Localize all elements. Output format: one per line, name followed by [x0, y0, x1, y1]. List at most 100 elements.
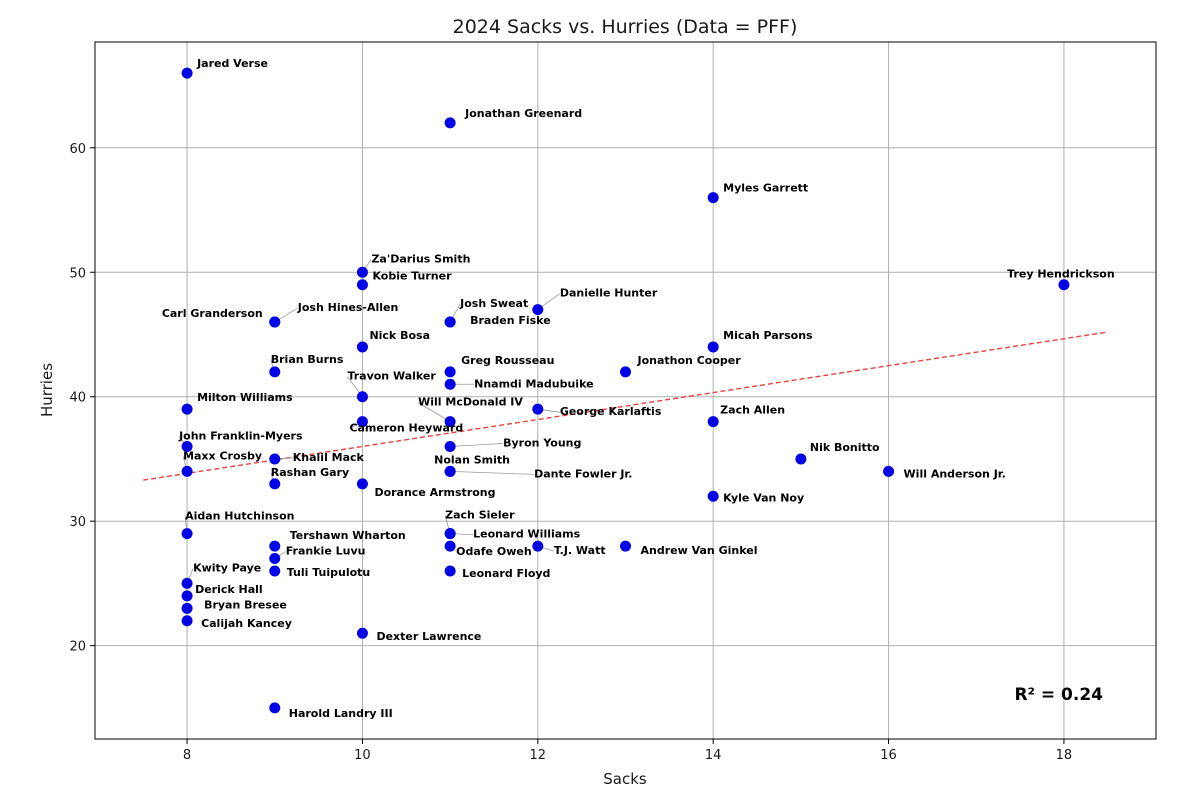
point-label: Khalil Mack [293, 451, 365, 464]
point-label: Nik Bonitto [810, 441, 880, 454]
point-label: Jonathon Cooper [637, 354, 742, 367]
point-label: Kyle Van Noy [723, 491, 804, 504]
x-tick-label: 12 [530, 748, 547, 763]
data-point [269, 316, 281, 328]
axis-ticks: 8 10 12 14 16 18 20 30 40 50 60 [69, 142, 1072, 763]
point-label: Josh Sweat [459, 297, 528, 310]
data-point [444, 441, 456, 453]
data-point [444, 117, 456, 129]
y-axis-label: Hurries [38, 363, 56, 417]
data-point [444, 316, 456, 328]
point-label: Byron Young [503, 437, 581, 450]
point-label: Braden Fiske [470, 314, 551, 327]
data-point [532, 304, 544, 316]
point-label: Micah Parsons [723, 329, 813, 342]
point-label: T.J. Watt [554, 544, 606, 557]
data-point [269, 366, 281, 378]
y-tick-label: 30 [69, 515, 86, 530]
data-point [181, 528, 193, 540]
x-tick-label: 14 [705, 748, 722, 763]
data-point [356, 391, 368, 403]
x-tick-label: 8 [183, 748, 191, 763]
point-label: Tuli Tuipulotu [287, 566, 371, 579]
r-squared-annotation: R² = 0.24 [1014, 685, 1103, 705]
point-label: Trey Hendrickson [1007, 268, 1115, 281]
point-label: Harold Landry III [289, 707, 393, 720]
point-label: Za'Darius Smith [371, 252, 470, 265]
data-point [181, 465, 193, 477]
point-label: Brian Burns [271, 353, 344, 366]
point-label: Myles Garrett [723, 182, 808, 195]
data-point [620, 366, 631, 378]
data-point [181, 67, 193, 79]
data-point [181, 441, 193, 453]
point-label: Milton Williams [197, 391, 293, 404]
data-point [444, 366, 456, 378]
data-point [181, 403, 193, 415]
plot-frame [94, 41, 1157, 740]
point-label: Rashan Gary [271, 466, 349, 479]
label-leader-line [450, 471, 535, 475]
point-labels: Jared Verse Jonathan Greenard Myles Garret… [162, 57, 1115, 720]
point-label: Cameron Heyward [349, 422, 463, 435]
point-label: Leonard Williams [473, 528, 581, 541]
point-label: Kwity Paye [193, 561, 261, 574]
data-point [269, 565, 281, 577]
point-label: Andrew Van Ginkel [641, 544, 758, 557]
trendline-layer [143, 331, 1108, 481]
data-point [181, 577, 193, 589]
data-point [356, 627, 368, 639]
data-point [356, 279, 368, 291]
point-label: Greg Rousseau [461, 354, 554, 367]
point-label: Carl Granderson [162, 307, 263, 320]
point-label: Jonathan Greenard [464, 107, 582, 120]
point-label: Zach Allen [720, 404, 785, 417]
point-label: Danielle Hunter [560, 287, 658, 300]
point-label: Derick Hall [195, 583, 263, 596]
chart-title: 2024 Sacks vs. Hurries (Data = PFF) [453, 16, 798, 38]
x-tick-label: 16 [880, 748, 897, 763]
data-point [356, 341, 368, 353]
point-label: Kobie Turner [372, 270, 452, 283]
point-label: Zach Sieler [445, 509, 515, 522]
data-point [620, 540, 631, 552]
data-point [356, 416, 368, 428]
point-label: Frankie Luvu [286, 545, 366, 558]
data-point [269, 553, 281, 565]
data-point [707, 341, 719, 353]
data-point [1058, 279, 1070, 291]
x-tick-label: 10 [354, 748, 371, 763]
data-point [532, 540, 544, 552]
y-tick-label: 20 [69, 640, 86, 655]
y-tick-label: 40 [69, 391, 86, 406]
data-point [356, 266, 368, 278]
data-point [181, 590, 193, 602]
data-point [444, 565, 456, 577]
point-label: Bryan Bresee [204, 598, 287, 611]
trendline [143, 331, 1108, 481]
data-point [444, 416, 456, 428]
point-label: Maxx Crosby [183, 449, 262, 462]
data-point [444, 540, 456, 552]
point-label: Aidan Hutchinson [185, 510, 294, 523]
data-points [181, 67, 1070, 714]
data-point [707, 490, 719, 502]
data-point [269, 478, 281, 490]
point-label: Nolan Smith [434, 453, 510, 466]
y-tick-label: 50 [69, 266, 86, 281]
point-label: Calijah Kancey [201, 617, 292, 630]
y-tick-label: 60 [69, 142, 86, 157]
data-point [356, 478, 368, 490]
point-label: Nick Bosa [369, 329, 430, 342]
point-label: Will Anderson Jr. [904, 467, 1006, 480]
point-label: Tershawn Wharton [290, 529, 406, 542]
data-point [269, 453, 281, 465]
point-label: Odafe Oweh [456, 545, 532, 558]
grid-lines [95, 42, 1156, 739]
point-label: Dexter Lawrence [376, 630, 481, 643]
data-point [707, 416, 719, 428]
label-leader-line [450, 443, 504, 447]
point-label: Nnamdi Madubuike [474, 377, 593, 390]
data-point [707, 192, 719, 204]
data-point [532, 403, 544, 415]
